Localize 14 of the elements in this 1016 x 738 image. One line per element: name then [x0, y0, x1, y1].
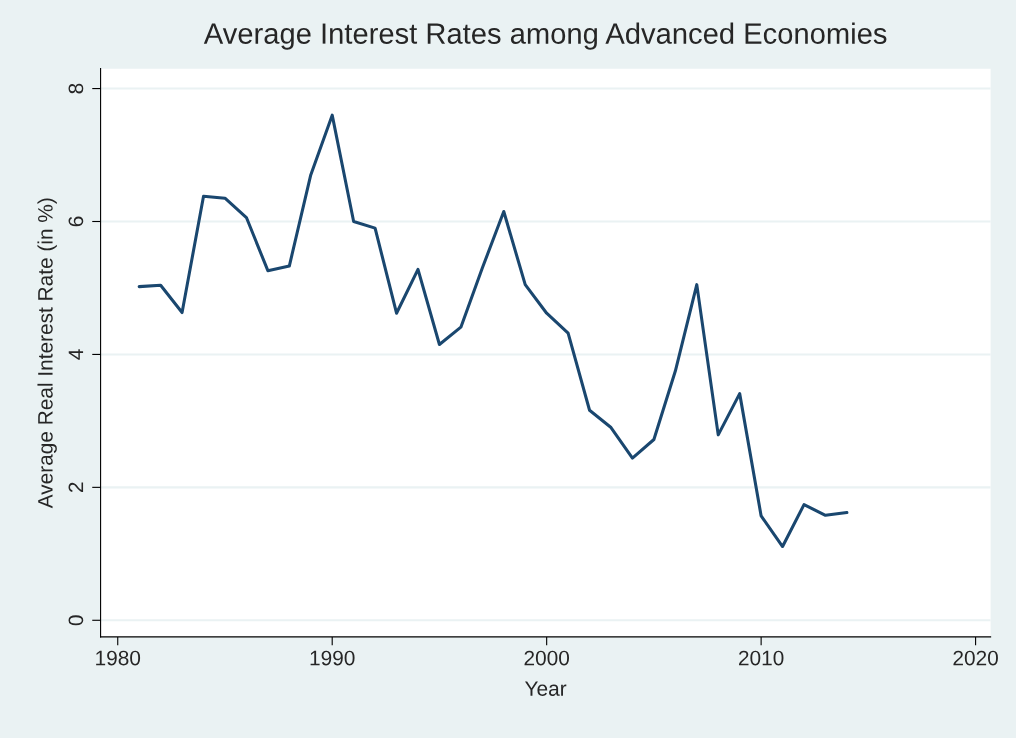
x-tick-label: 1990: [310, 650, 355, 666]
y-tick-label: 4: [68, 349, 84, 360]
x-axis-title: Year: [525, 681, 567, 696]
y-tick-label: 2: [68, 482, 84, 493]
line-series: [137, 113, 849, 549]
y-tick-label: 6: [68, 216, 84, 227]
y-axis-title: Average Real Interest Rate (in %): [37, 198, 57, 509]
x-tick-label: 2000: [524, 650, 570, 666]
y-tick-label: 0: [68, 615, 84, 626]
x-tick-label: 2020: [953, 650, 998, 666]
x-tick-label: 1980: [96, 650, 141, 666]
x-tick-label: 2010: [739, 650, 784, 666]
y-tick-label: 8: [68, 83, 84, 94]
chart-title: Average Interest Rates among Advanced Economies: [203, 22, 887, 50]
